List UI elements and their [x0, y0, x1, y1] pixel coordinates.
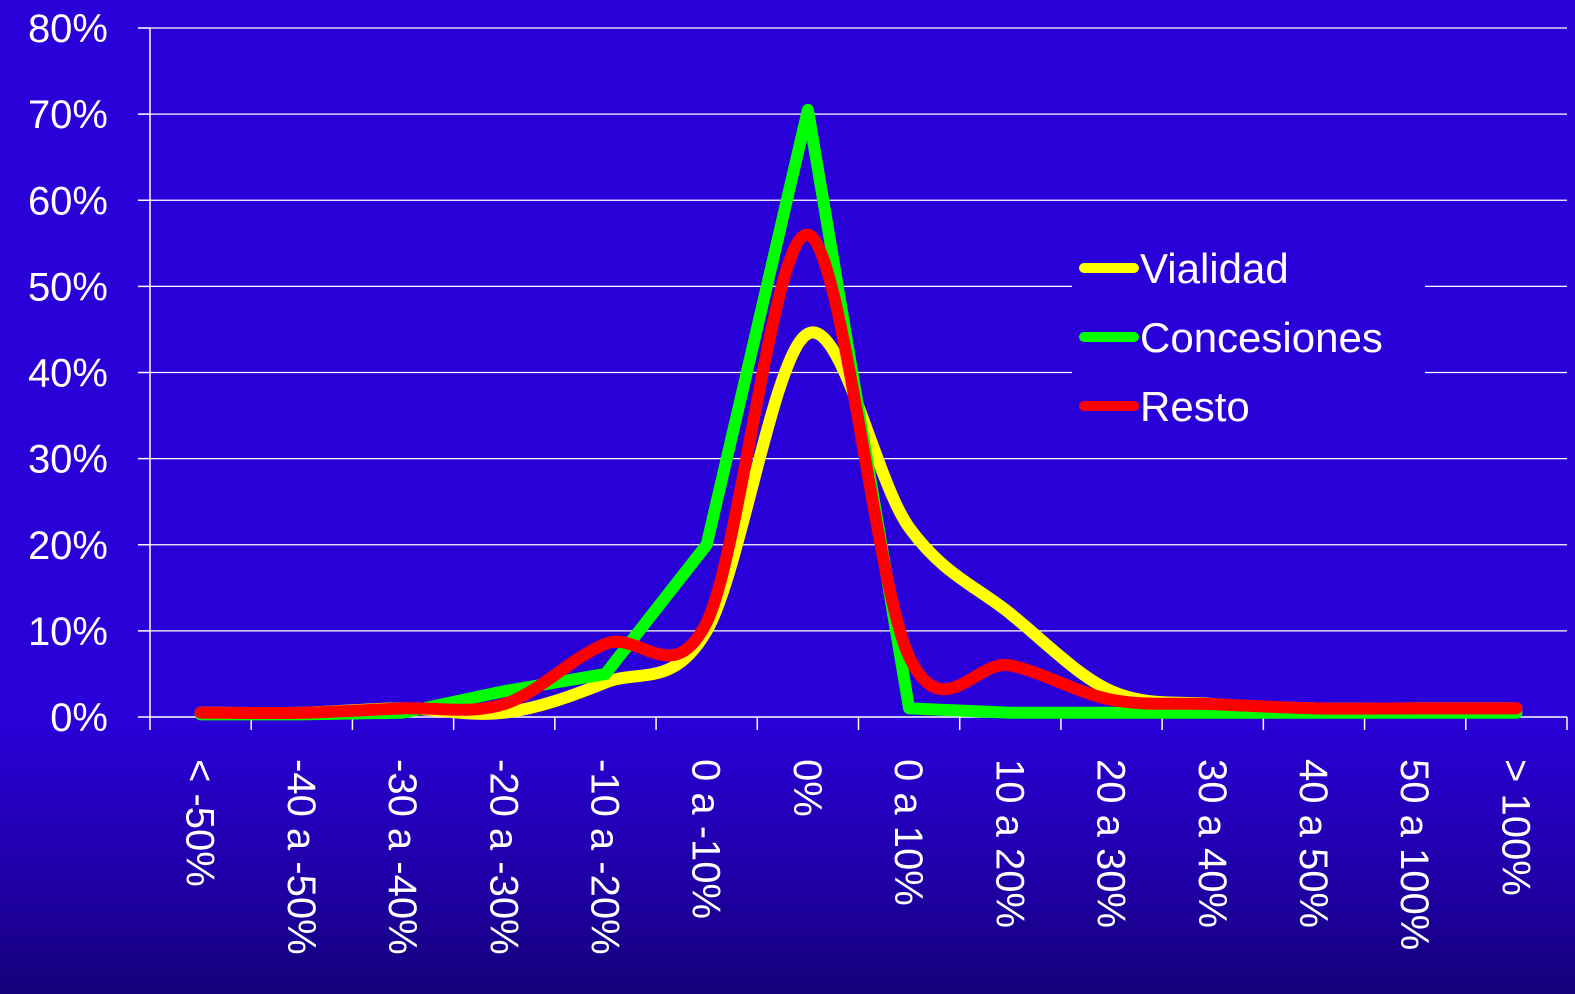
- x-tick-label: 20 a 30%: [1089, 759, 1133, 928]
- y-tick-label: 20%: [28, 524, 108, 568]
- x-tick-label: -40 a -50%: [279, 759, 323, 955]
- legend-label-concesiones: Concesiones: [1140, 314, 1383, 361]
- y-tick-label: 50%: [28, 265, 108, 309]
- x-tick-label: 0 a 10%: [886, 759, 930, 906]
- y-axis-ticks: 0% 10% 20% 30% 40% 50% 60% 70% 80%: [28, 7, 150, 740]
- y-tick-label: 60%: [28, 179, 108, 223]
- legend: Vialidad Concesiones Resto: [1072, 234, 1425, 439]
- x-tick-label: > 100%: [1493, 759, 1537, 896]
- x-tick-label: -10 a -20%: [582, 759, 626, 955]
- series-line-resto: [194, 228, 1523, 720]
- x-tick-label: -20 a -30%: [481, 759, 525, 955]
- y-tick-label: 30%: [28, 438, 108, 482]
- series-lines: [194, 103, 1523, 721]
- x-tick-label: 40 a 50%: [1291, 759, 1335, 928]
- y-tick-label: 0%: [50, 696, 108, 740]
- y-tick-label: 10%: [28, 610, 108, 654]
- x-tick-label: 0%: [785, 759, 829, 817]
- x-tick-label: < -50%: [178, 759, 222, 887]
- x-axis-ticks: < -50% -40 a -50% -30 a -40% -20 a -30% -10 …: [149, 717, 1568, 955]
- legend-label-vialidad: Vialidad: [1140, 245, 1289, 292]
- legend-label-resto: Resto: [1140, 383, 1250, 430]
- x-tick-label: 50 a 100%: [1392, 759, 1436, 950]
- y-tick-label: 40%: [28, 352, 108, 396]
- y-tick-label: 80%: [28, 7, 108, 51]
- x-tick-label: -30 a -40%: [380, 759, 424, 955]
- y-tick-label: 70%: [28, 93, 108, 137]
- x-tick-label: 0 a -10%: [684, 759, 728, 919]
- x-tick-label: 10 a 20%: [987, 759, 1031, 928]
- x-tick-label: 30 a 40%: [1190, 759, 1234, 928]
- gridlines: [150, 27, 1567, 632]
